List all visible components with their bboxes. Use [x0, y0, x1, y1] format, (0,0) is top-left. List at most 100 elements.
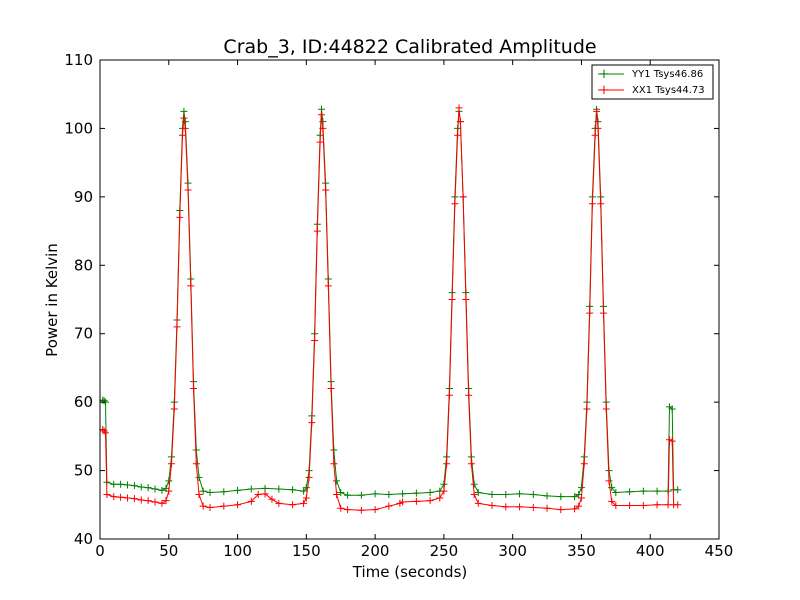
data-point — [165, 487, 173, 495]
y-tick-label: 60 — [74, 393, 93, 411]
data-point — [575, 502, 583, 510]
data-point — [313, 227, 321, 235]
data-point — [557, 506, 565, 514]
y-tick-label: 40 — [74, 530, 93, 548]
x-tick-label: 300 — [498, 542, 527, 560]
data-point — [247, 485, 255, 493]
data-point — [467, 460, 475, 468]
data-point — [445, 391, 453, 399]
data-point — [100, 397, 108, 405]
data-point — [440, 487, 448, 495]
data-point — [247, 497, 255, 505]
x-tick-label: 200 — [361, 542, 390, 560]
data-point — [344, 506, 352, 514]
data-point — [195, 473, 203, 481]
y-axis-label: Power in Kelvin — [43, 243, 61, 357]
data-point — [180, 114, 188, 122]
data-point — [502, 503, 510, 511]
x-tick-label: 250 — [430, 542, 459, 560]
data-point — [451, 200, 459, 208]
data-point — [599, 309, 607, 317]
data-point — [151, 485, 159, 493]
data-point — [192, 460, 200, 468]
data-point — [165, 477, 173, 485]
data-point — [571, 505, 579, 513]
data-point — [158, 486, 166, 494]
data-point — [220, 502, 228, 510]
data-point — [502, 491, 510, 499]
data-point — [385, 502, 393, 510]
x-tick-label: 350 — [567, 542, 596, 560]
data-point — [580, 460, 588, 468]
data-point — [302, 494, 310, 502]
data-point — [187, 282, 195, 290]
x-tick-label: 400 — [636, 542, 665, 560]
data-point — [626, 501, 634, 509]
plot-frame — [99, 59, 720, 540]
data-point — [220, 488, 228, 496]
data-point — [254, 491, 262, 499]
data-point — [124, 494, 132, 502]
chart-title: Crab_3, ID:44822 Calibrated Amplitude — [223, 36, 596, 58]
data-point — [158, 499, 166, 507]
data-point — [289, 501, 297, 509]
data-point — [470, 480, 478, 488]
data-point — [180, 107, 188, 115]
data-point — [327, 384, 335, 392]
data-point — [588, 200, 596, 208]
data-point — [234, 486, 242, 494]
data-point — [234, 501, 242, 509]
data-point — [206, 504, 214, 512]
data-point — [130, 495, 138, 503]
data-point — [144, 497, 152, 505]
data-point — [144, 484, 152, 492]
data-point — [181, 118, 189, 126]
legend-marker-yy1: + — [599, 67, 610, 82]
data-point — [474, 488, 482, 496]
data-point — [162, 497, 170, 505]
y-tick-label: 90 — [74, 188, 93, 206]
data-point — [668, 437, 676, 445]
data-point — [653, 487, 661, 495]
data-point — [426, 497, 434, 505]
legend-label-xx1: XX1 Tsys44.73 — [632, 85, 705, 96]
data-point — [184, 186, 192, 194]
data-point — [529, 504, 537, 512]
data-point — [333, 477, 341, 485]
data-point — [371, 490, 379, 498]
data-point — [176, 213, 184, 221]
data-point — [612, 488, 620, 496]
data-point — [594, 124, 602, 132]
data-point — [577, 484, 585, 492]
data-point — [399, 490, 407, 498]
x-tick-label: 50 — [159, 542, 178, 560]
data-point — [436, 494, 444, 502]
data-point — [516, 490, 524, 498]
data-point — [179, 131, 187, 139]
data-point — [674, 501, 682, 509]
data-point — [305, 473, 313, 481]
data-point — [385, 491, 393, 499]
data-point — [199, 502, 207, 510]
series-line — [102, 107, 678, 511]
data-point — [170, 405, 178, 413]
data-point — [308, 419, 316, 427]
data-point — [275, 485, 283, 493]
data-point — [317, 111, 325, 119]
data-point — [117, 480, 125, 488]
data-point — [583, 405, 591, 413]
data-point — [124, 481, 132, 489]
data-point — [488, 501, 496, 509]
data-point — [333, 491, 341, 499]
data-point — [668, 405, 676, 413]
y-axis: 40 50 60 70 80 90 100 110 — [64, 51, 719, 548]
data-point — [602, 405, 610, 413]
data-point — [311, 337, 319, 345]
data-point — [137, 496, 145, 504]
data-point — [462, 296, 470, 303]
data-point — [571, 493, 579, 501]
data-point — [459, 193, 467, 201]
data-point — [639, 501, 647, 509]
data-point — [337, 504, 345, 512]
